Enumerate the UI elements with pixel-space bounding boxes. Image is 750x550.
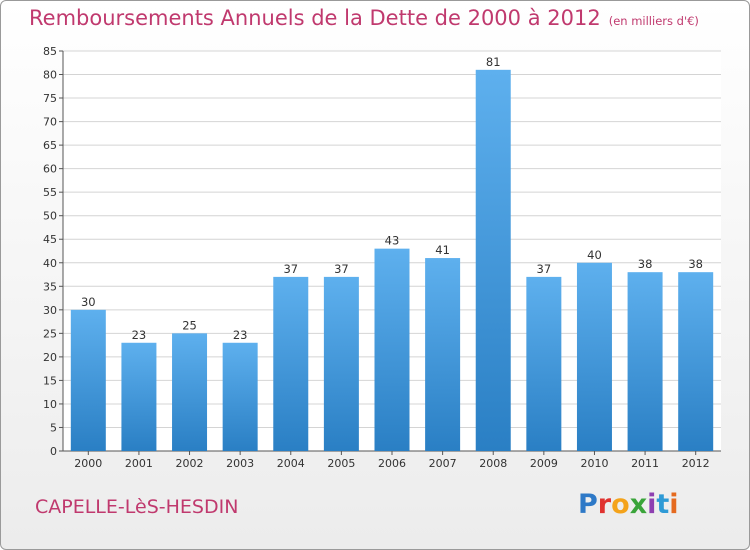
y-tick-label: 5: [50, 421, 57, 434]
x-tick-label-2005: 2005: [327, 457, 355, 470]
value-label-2012: 38: [688, 257, 703, 271]
bar-2009: [526, 276, 562, 451]
value-label-2006: 43: [385, 234, 400, 248]
y-tick-label: 45: [43, 233, 57, 246]
value-label-2003: 23: [233, 328, 248, 342]
x-tick-label-2004: 2004: [277, 457, 305, 470]
y-tick-label: 0: [50, 445, 57, 458]
bar-2002: [172, 333, 208, 451]
y-tick-label: 75: [43, 92, 57, 105]
value-label-2000: 30: [81, 295, 96, 309]
y-tick-label: 10: [43, 398, 57, 411]
bar-2004: [273, 276, 309, 451]
bar-2011: [627, 272, 663, 451]
y-tick-label: 30: [43, 304, 57, 317]
x-tick-label-2010: 2010: [580, 457, 608, 470]
proxiti-logo: Proxiti: [578, 489, 679, 520]
value-label-2004: 37: [283, 262, 298, 276]
value-label-2007: 41: [435, 243, 450, 257]
x-tick-label-2009: 2009: [530, 457, 558, 470]
bar-2010: [576, 262, 612, 451]
y-tick-label: 55: [43, 186, 57, 199]
chart-title: Remboursements Annuels de la Dette de 20…: [29, 6, 699, 30]
y-tick-label: 80: [43, 69, 57, 82]
bar-2007: [425, 258, 461, 451]
value-label-2010: 40: [587, 248, 602, 262]
bar-2012: [678, 272, 714, 451]
bar-2008: [475, 69, 511, 451]
bar-2006: [374, 248, 410, 451]
x-tick-label-2003: 2003: [226, 457, 254, 470]
value-label-2002: 25: [182, 318, 197, 332]
y-tick-label: 25: [43, 327, 57, 340]
y-tick-label: 35: [43, 280, 57, 293]
y-tick-label: 65: [43, 139, 57, 152]
value-label-2001: 23: [132, 328, 147, 342]
bar-2005: [323, 276, 359, 451]
bar-2000: [70, 309, 106, 451]
commune-name: CAPELLE-LèS-HESDIN: [35, 496, 239, 518]
x-tick-label-2011: 2011: [631, 457, 659, 470]
x-tick-label-2012: 2012: [682, 457, 710, 470]
x-tick-label-2002: 2002: [176, 457, 204, 470]
y-tick-label: 20: [43, 351, 57, 364]
bar-layer: 30 23 25 23 37 37 43 41 81 37 40 38 38: [70, 55, 714, 451]
x-tick-label-2001: 2001: [125, 457, 153, 470]
y-tick-label: 50: [43, 210, 57, 223]
x-tick-label-2008: 2008: [479, 457, 507, 470]
bar-2001: [121, 342, 157, 451]
x-tick-label-2006: 2006: [378, 457, 406, 470]
y-tick-label: 60: [43, 163, 57, 176]
y-tick-label: 40: [43, 257, 57, 270]
bar-2003: [222, 342, 258, 451]
x-tick-label-2000: 2000: [74, 457, 102, 470]
y-tick-label: 70: [43, 116, 57, 129]
value-label-2005: 37: [334, 262, 349, 276]
value-label-2011: 38: [638, 257, 653, 271]
value-label-2009: 37: [537, 262, 552, 276]
chart-unit: (en milliers d'€): [608, 14, 699, 28]
x-tick-label-2007: 2007: [429, 457, 457, 470]
value-label-2008: 81: [486, 55, 501, 69]
y-tick-label: 85: [43, 45, 57, 58]
y-tick-label: 15: [43, 374, 57, 387]
